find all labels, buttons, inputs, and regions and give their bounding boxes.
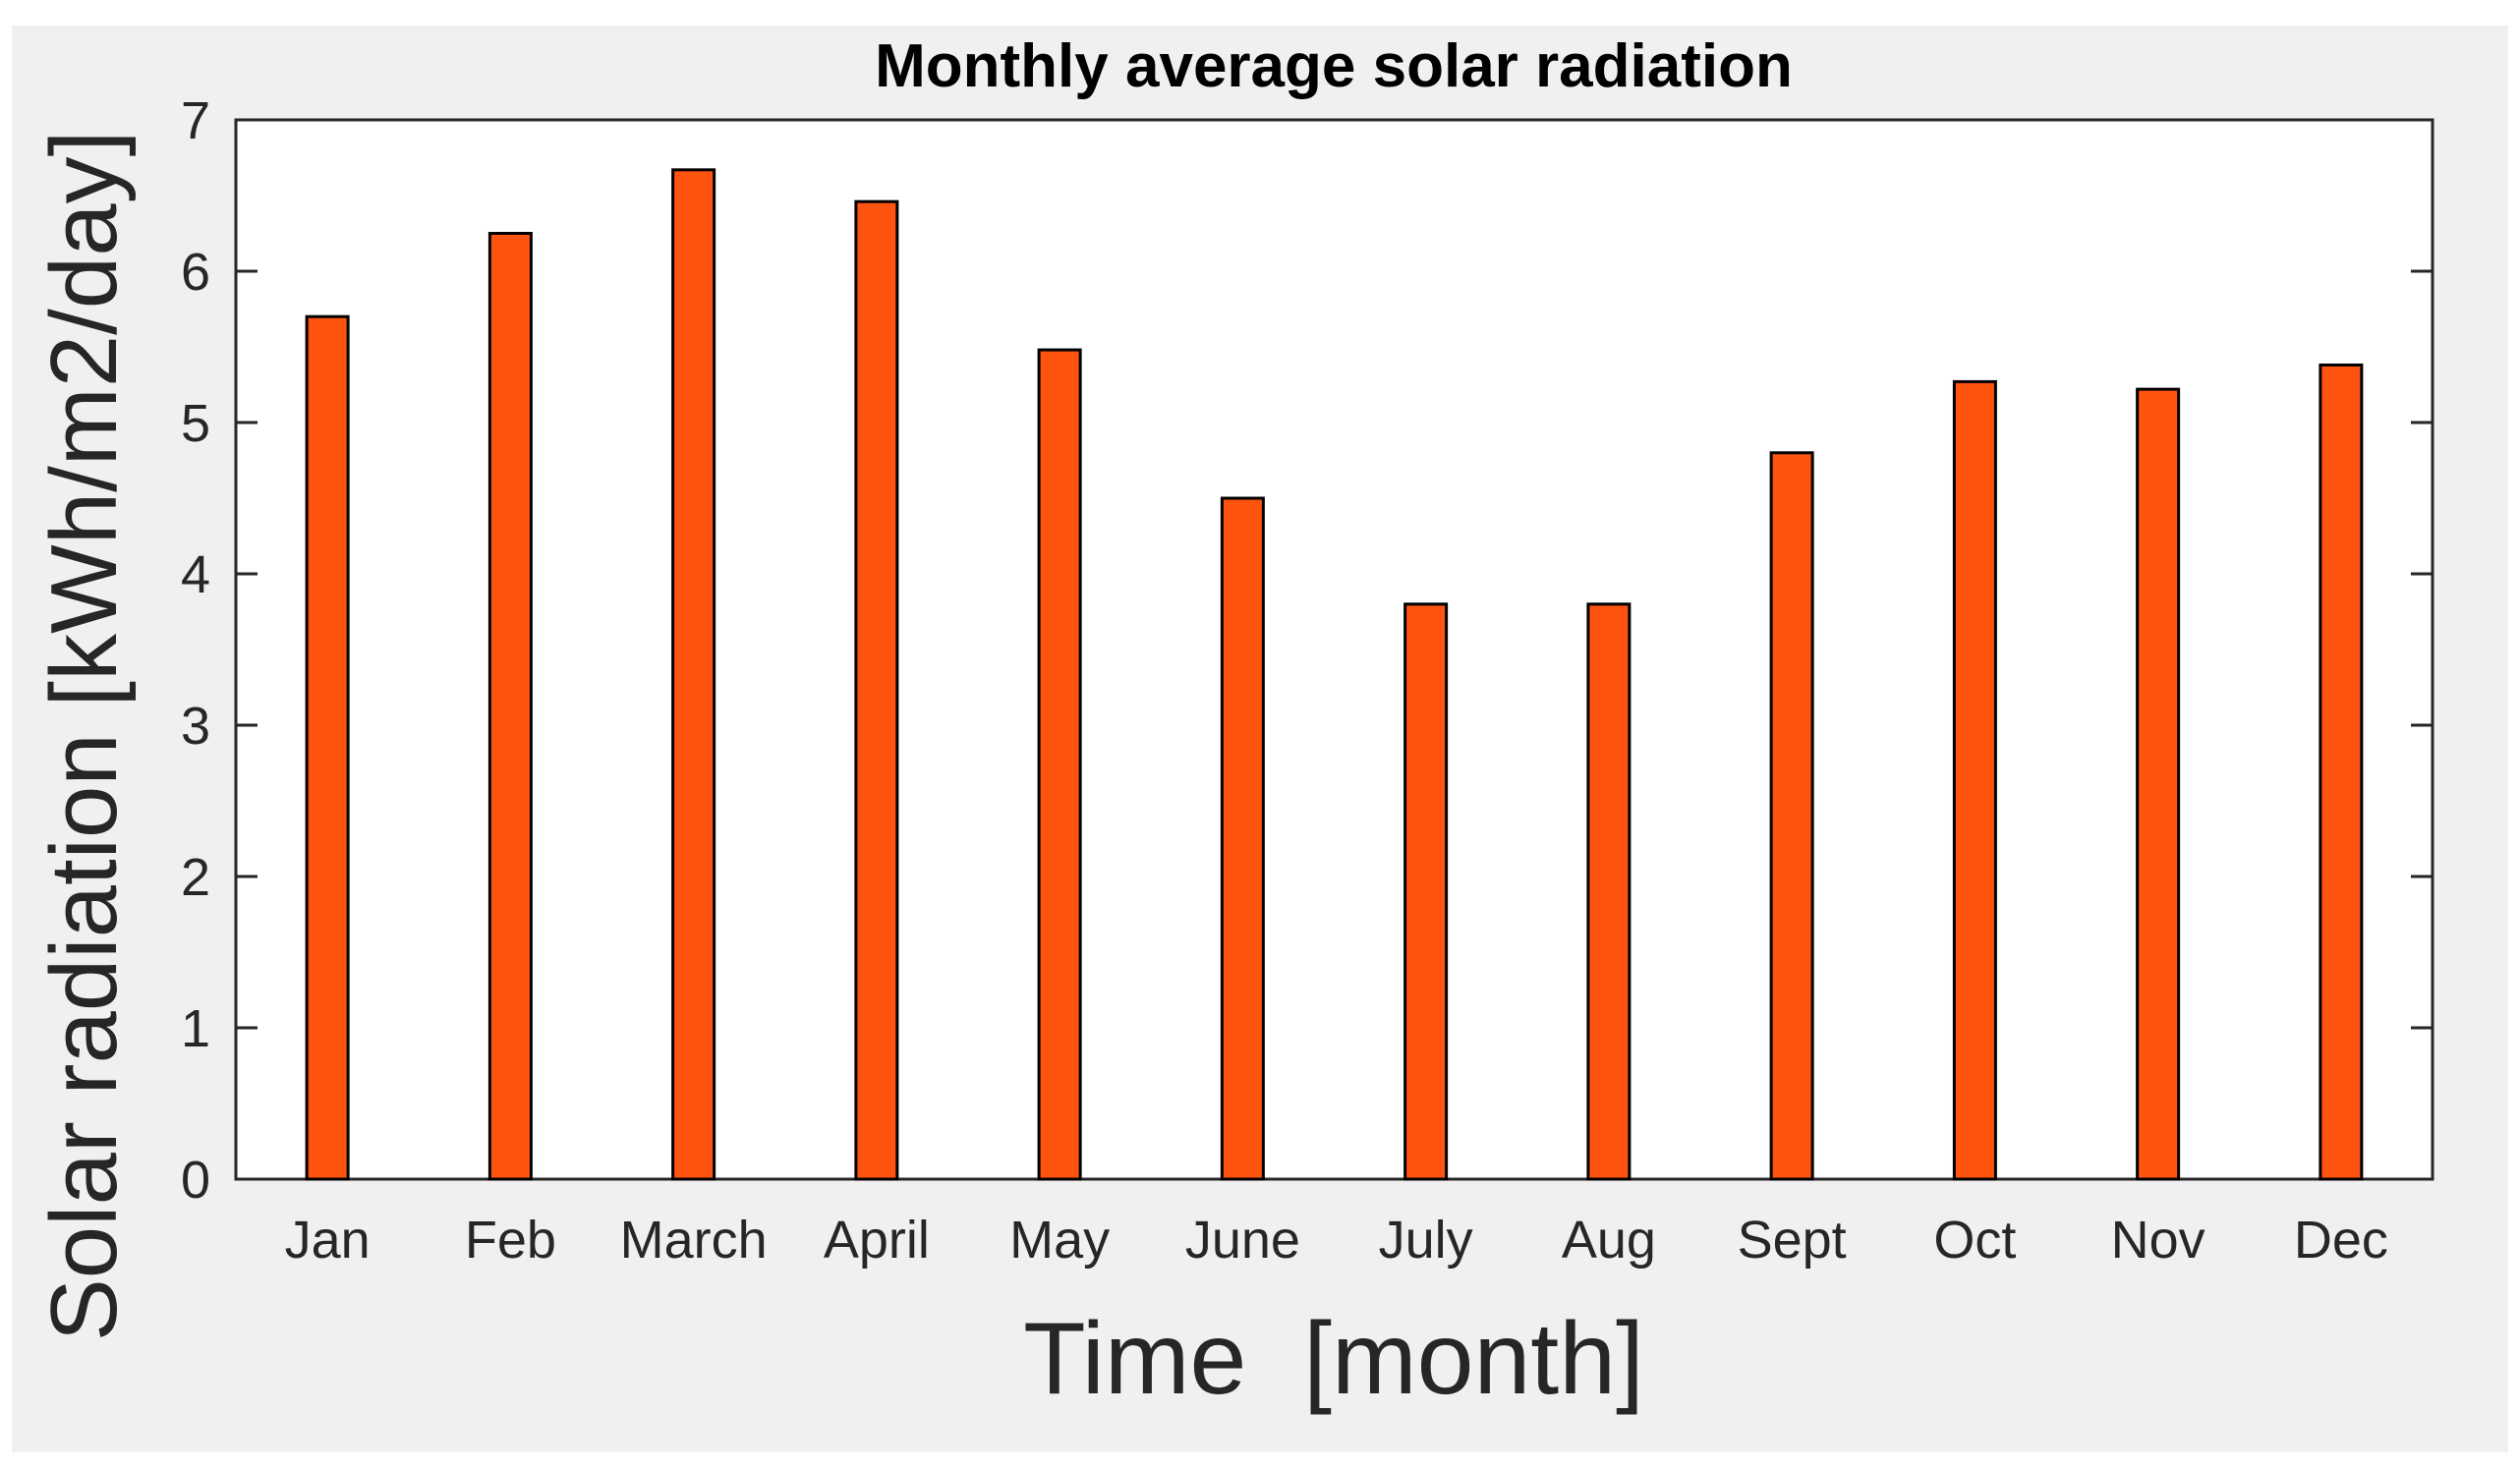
x-axis-ticks: Jan Feb March April May June July Aug Sept Oct Nov… [285,1158,2388,1270]
bar-oct [1952,379,1997,1181]
plot-area [234,118,2434,1181]
y-tick-label: 0 [181,1151,210,1210]
bar-march [671,168,716,1181]
y-tick-label: 2 [181,848,210,907]
chart-title: Monthly average solar radiation [875,32,1793,100]
x-tick-label: Aug [1562,1211,1656,1270]
bar-july [1403,602,1449,1181]
x-tick-label: Jan [285,1211,371,1270]
y-axis-ticks: 0 1 2 3 4 5 6 7 [181,91,2433,1210]
y-axis-label: Solar radiation [kWh/m2/day] [31,131,137,1342]
x-tick-label: May [1009,1211,1110,1270]
bar-aug [1586,602,1632,1181]
x-tick-label: Feb [465,1211,556,1270]
x-tick-label: July [1379,1211,1473,1270]
x-tick-label: Nov [2111,1211,2205,1270]
bar-feb [487,232,533,1181]
x-tick-label: Dec [2294,1211,2388,1270]
bar-may [1037,348,1082,1181]
x-tick-label: Oct [1933,1211,2016,1270]
x-axis-label: Time [month] [1023,1302,1644,1416]
bar-dec [2319,363,2364,1181]
y-tick-label: 1 [181,999,210,1058]
x-tick-label: April [824,1211,930,1270]
y-tick-label: 6 [181,243,210,302]
bar-jan [305,314,350,1181]
x-tick-label: Sept [1738,1211,1847,1270]
y-tick-label: 5 [181,394,210,453]
bar-series [305,168,2364,1181]
x-tick-label: March [620,1211,768,1270]
bar-sept [1769,451,1814,1181]
y-tick-label: 4 [181,545,210,604]
bar-nov [2136,387,2181,1181]
bar-june [1220,496,1265,1181]
x-tick-label: June [1185,1211,1300,1270]
y-tick-label: 3 [181,697,210,756]
bar-april [854,199,899,1181]
y-tick-label: 7 [181,91,210,150]
